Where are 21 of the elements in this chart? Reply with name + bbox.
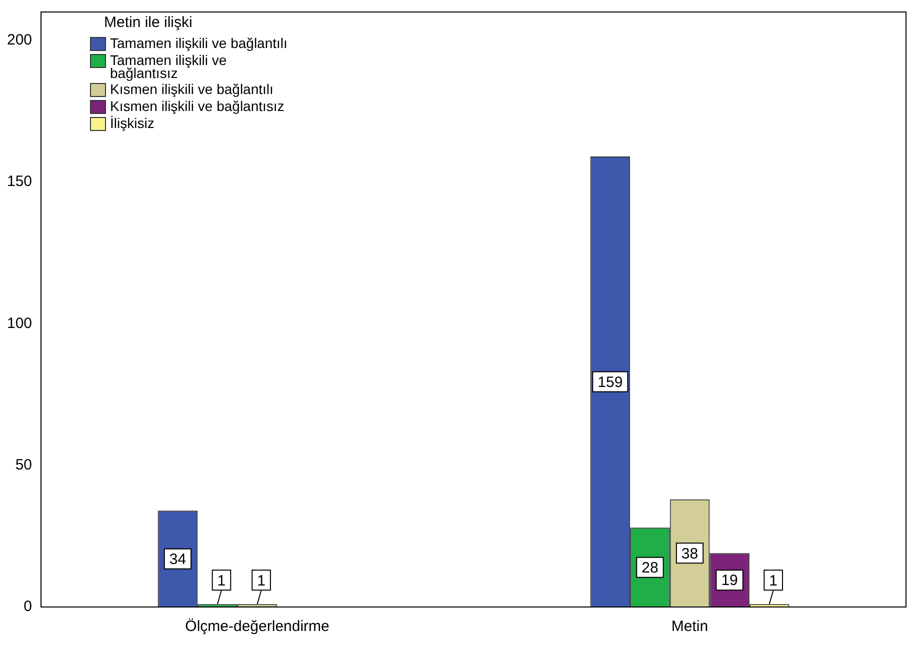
- data-label: 34: [169, 550, 186, 568]
- y-tick-label: 150: [6, 173, 32, 190]
- data-label: 28: [642, 559, 658, 576]
- y-tick-label: 100: [6, 314, 32, 332]
- data-label: 38: [681, 545, 698, 562]
- legend-label: Tamamen ilişkili ve bağlantılı: [110, 35, 288, 51]
- x-tick-label: Ölçme-değerlendirme: [185, 618, 330, 636]
- data-label: 159: [598, 374, 623, 391]
- y-tick-label: 0: [24, 598, 32, 616]
- legend-label: Kısmen ilişkili ve bağlantısız: [110, 98, 284, 114]
- data-label: 19: [721, 572, 738, 590]
- x-tick-label: Metin: [671, 618, 708, 636]
- y-tick-label: 200: [6, 31, 32, 48]
- y-tick-label: 50: [15, 456, 32, 474]
- data-label: 1: [257, 572, 266, 590]
- data-label: 1: [769, 572, 778, 590]
- legend-title: Metin ile ilişki: [103, 14, 194, 31]
- legend-label: Tamamen ilişkili ve bağlantısız: [110, 52, 228, 81]
- data-label: 1: [217, 572, 226, 590]
- legend-label: İlişkisiz: [110, 115, 154, 131]
- legend-label: Kısmen ilişkili ve bağlantılı: [110, 81, 274, 97]
